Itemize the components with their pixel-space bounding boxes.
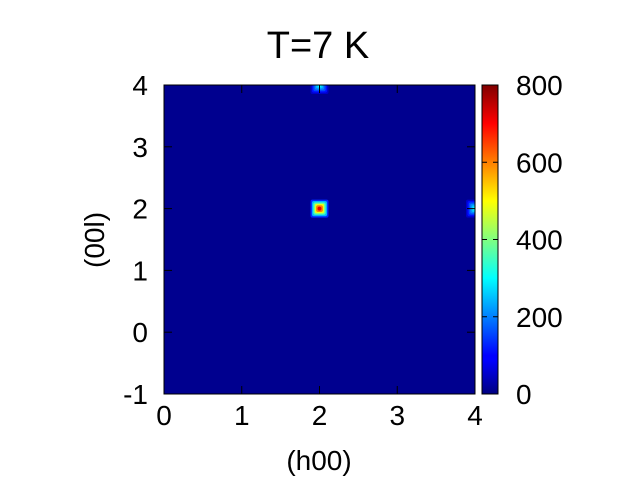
x-tick-label: 0	[156, 400, 172, 431]
x-axis-label: (h00)	[286, 445, 351, 476]
y-tick-label: 3	[132, 132, 148, 163]
peak-spot	[310, 199, 329, 218]
plot-area	[164, 85, 475, 394]
chart-title: T=7 K	[267, 25, 369, 67]
x-tick-label: 2	[312, 400, 328, 431]
y-tick-label: 1	[132, 255, 148, 286]
colorbar-tick-label: 0	[516, 379, 532, 410]
x-tick-label: 1	[234, 400, 250, 431]
colorbar-tick-label: 200	[516, 302, 563, 333]
x-axis-ticks: 0 1 2 3 4	[156, 85, 483, 431]
peak-contour	[317, 206, 322, 211]
colorbar-tick-label: 400	[516, 225, 563, 256]
colorbar-ticks: 0 200 400 600 800	[482, 70, 563, 410]
y-axis-label: (00l)	[79, 212, 110, 268]
colorbar-tick-label: 800	[516, 70, 563, 101]
colorbar-tick-label: 600	[516, 147, 563, 178]
y-axis-ticks: -1 0 1 2 3 4	[123, 70, 475, 410]
y-tick-label: 4	[132, 70, 148, 101]
x-tick-label: 4	[467, 400, 483, 431]
x-tick-label: 3	[389, 400, 405, 431]
y-tick-label: 2	[132, 194, 148, 225]
y-tick-label: 0	[132, 317, 148, 348]
y-tick-label: -1	[123, 379, 148, 410]
